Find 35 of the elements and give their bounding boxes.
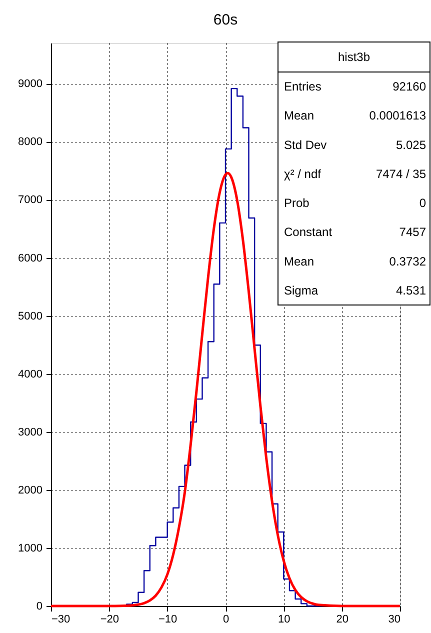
x-tick-label: −30 [52,614,70,626]
annotation: 92160 [392,80,426,94]
x-tick-label: 20 [336,614,348,626]
annotation: Entries [284,80,322,94]
annotation: 7457 [399,225,426,240]
y-tick-label: 0 [36,600,42,612]
annotation: χ² / ndf [284,166,322,181]
annotation: Mean [284,254,314,268]
annotation: Std Dev [284,138,327,152]
y-tick-label: 8000 [18,136,42,148]
annotation: hist3b [338,50,370,64]
y-tick-label: 9000 [18,78,42,90]
annotation: Prob [284,196,310,210]
y-tick-label: 2000 [18,484,42,496]
x-tick-label: 0 [222,614,230,626]
y-tick-label: 5000 [18,310,42,322]
y-tick-label: 4000 [18,368,42,380]
annotation: Sigma [284,283,318,298]
annotation: Constant [284,225,333,240]
x-tick-label: 30 [388,614,400,626]
chart-title: 60s [213,12,238,28]
annotation: 5.025 [396,138,426,152]
annotation: 7474 / 35 [376,166,426,181]
annotation: 0.3732 [389,254,426,268]
y-tick-label: 6000 [18,252,42,264]
y-tick-label: 7000 [18,194,42,206]
annotation: 0.0001613 [369,108,426,123]
x-tick-label: 10 [278,614,290,626]
annotation: Mean [284,108,314,123]
x-tick-label: −10 [158,614,178,626]
y-tick-label: 1000 [18,542,42,554]
x-tick-label: −20 [100,614,120,626]
y-tick-label: 3000 [18,426,42,438]
annotation: 4.531 [396,283,426,298]
text: 0 [419,196,426,210]
